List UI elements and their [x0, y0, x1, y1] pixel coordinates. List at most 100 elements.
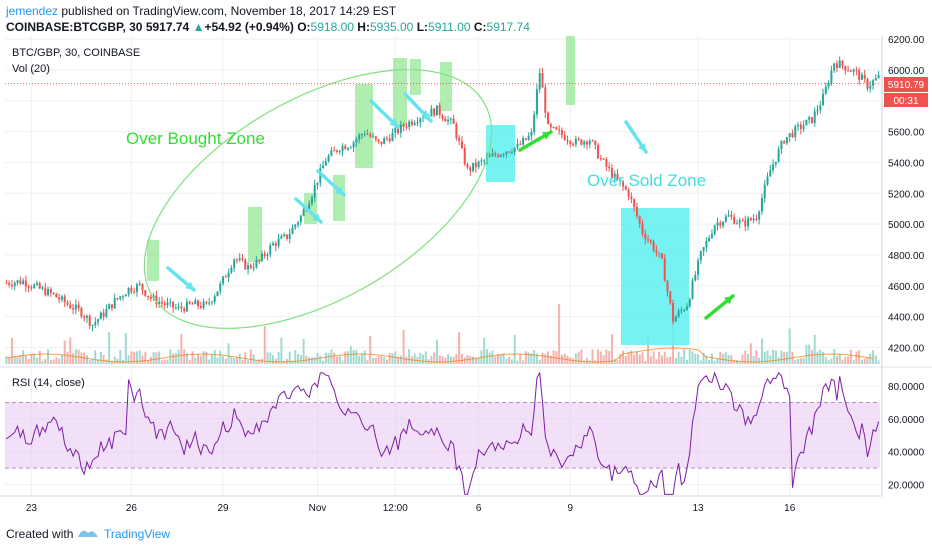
candle-body	[585, 141, 588, 145]
candle-body	[60, 296, 63, 300]
candle-body	[10, 284, 13, 287]
candle-body	[533, 114, 536, 133]
candle-body	[738, 220, 741, 224]
candle-body	[452, 118, 455, 124]
volume-bar	[358, 355, 361, 364]
volume-bar	[808, 344, 811, 364]
candle-body	[358, 134, 361, 140]
candle-body	[649, 240, 652, 243]
candle-body	[674, 316, 677, 322]
volume-bar	[777, 357, 780, 364]
time-tick-label: 6	[476, 503, 482, 514]
candle-body	[363, 133, 366, 135]
candle-body	[797, 124, 800, 127]
volume-bar	[491, 350, 494, 364]
volume-bar	[222, 356, 225, 364]
overbought-bar-box	[566, 36, 575, 105]
volume-bar	[16, 356, 19, 364]
candle-body	[697, 260, 700, 275]
candle-body	[77, 304, 80, 309]
candle-body	[524, 138, 527, 140]
candle-body	[235, 259, 238, 261]
volume-bar	[283, 360, 286, 364]
candle-body	[205, 301, 208, 303]
volume-bar	[877, 360, 880, 364]
candle-body	[769, 170, 772, 177]
volume-bar	[469, 355, 472, 364]
volume-bar	[702, 352, 705, 364]
volume-bar	[691, 351, 694, 364]
volume-bar	[474, 357, 477, 364]
candle-body	[744, 220, 747, 227]
rsi-tick-label: 80.0000	[888, 382, 925, 393]
candle-body	[413, 123, 416, 125]
candle-body	[835, 63, 838, 68]
volume-bar	[860, 359, 863, 364]
candle-body	[85, 316, 88, 318]
candle-body	[497, 155, 500, 157]
volume-bar	[574, 353, 577, 364]
candle-body	[135, 284, 138, 292]
candle-body	[647, 239, 650, 241]
candle-body	[299, 215, 302, 223]
volume-bar	[177, 349, 180, 364]
candle-body	[605, 159, 608, 167]
candle-body	[149, 296, 152, 299]
candle-body	[280, 236, 283, 239]
candle-body	[858, 70, 861, 80]
volume-bar	[541, 352, 544, 364]
candle-body	[566, 139, 569, 142]
candle-body	[366, 133, 369, 135]
candle-body	[338, 151, 341, 153]
candle-body	[699, 251, 702, 261]
volume-bar	[105, 359, 108, 364]
chart-area[interactable]: 4200.00 4400.00 4600.00 4800.00 5000.00 5200.…	[0, 36, 932, 518]
price-tick-label: 5600.00	[888, 128, 925, 139]
volume-bar	[560, 355, 563, 364]
quote-line: COINBASE:BTCGBP, 30 5917.74 ▲+54.92 (+0.…	[6, 19, 530, 35]
candle-body	[144, 290, 147, 296]
volume-bar	[605, 349, 608, 364]
candle-body	[852, 69, 855, 72]
candle-body	[685, 306, 688, 310]
price-tag	[884, 77, 928, 92]
volume-bar	[441, 355, 444, 364]
volume-bar	[822, 351, 825, 364]
volume-bar	[85, 355, 88, 364]
volume-bar	[744, 350, 747, 364]
volume-bar	[188, 359, 191, 364]
volume-bar	[444, 357, 447, 364]
volume-bar	[591, 349, 594, 364]
candle-body	[838, 60, 841, 68]
price-tick-label: 4800.00	[888, 251, 925, 262]
candle-body	[549, 124, 552, 128]
candle-body	[102, 312, 105, 317]
candle-body	[680, 310, 683, 312]
tradingview-brand[interactable]: TradingView	[104, 527, 171, 541]
volume-bar	[383, 357, 386, 364]
candle-body	[574, 138, 577, 145]
candle-body	[344, 145, 347, 150]
candle-body	[177, 306, 180, 308]
candle-body	[349, 147, 352, 149]
volume-bar	[452, 356, 455, 364]
volume-bar	[508, 357, 511, 364]
high-label: H:	[357, 20, 370, 34]
candle-body	[677, 311, 680, 317]
candle-body	[802, 125, 805, 129]
time-tick-label: Nov	[309, 503, 327, 514]
volume-bar	[713, 360, 716, 364]
candle-body	[527, 135, 530, 140]
candle-body	[666, 281, 669, 292]
candle-body	[672, 303, 675, 322]
volume-bar	[463, 357, 466, 364]
author-link[interactable]: jemendez	[6, 4, 59, 18]
overbought-bar-box	[410, 59, 421, 95]
volume-bar	[863, 358, 866, 364]
candle-body	[405, 126, 408, 128]
candle-body	[844, 66, 847, 71]
volume-bar	[827, 360, 830, 364]
volume-bar	[133, 351, 136, 364]
volume-bar	[608, 351, 611, 364]
down-arrow-icon-head	[638, 143, 646, 152]
